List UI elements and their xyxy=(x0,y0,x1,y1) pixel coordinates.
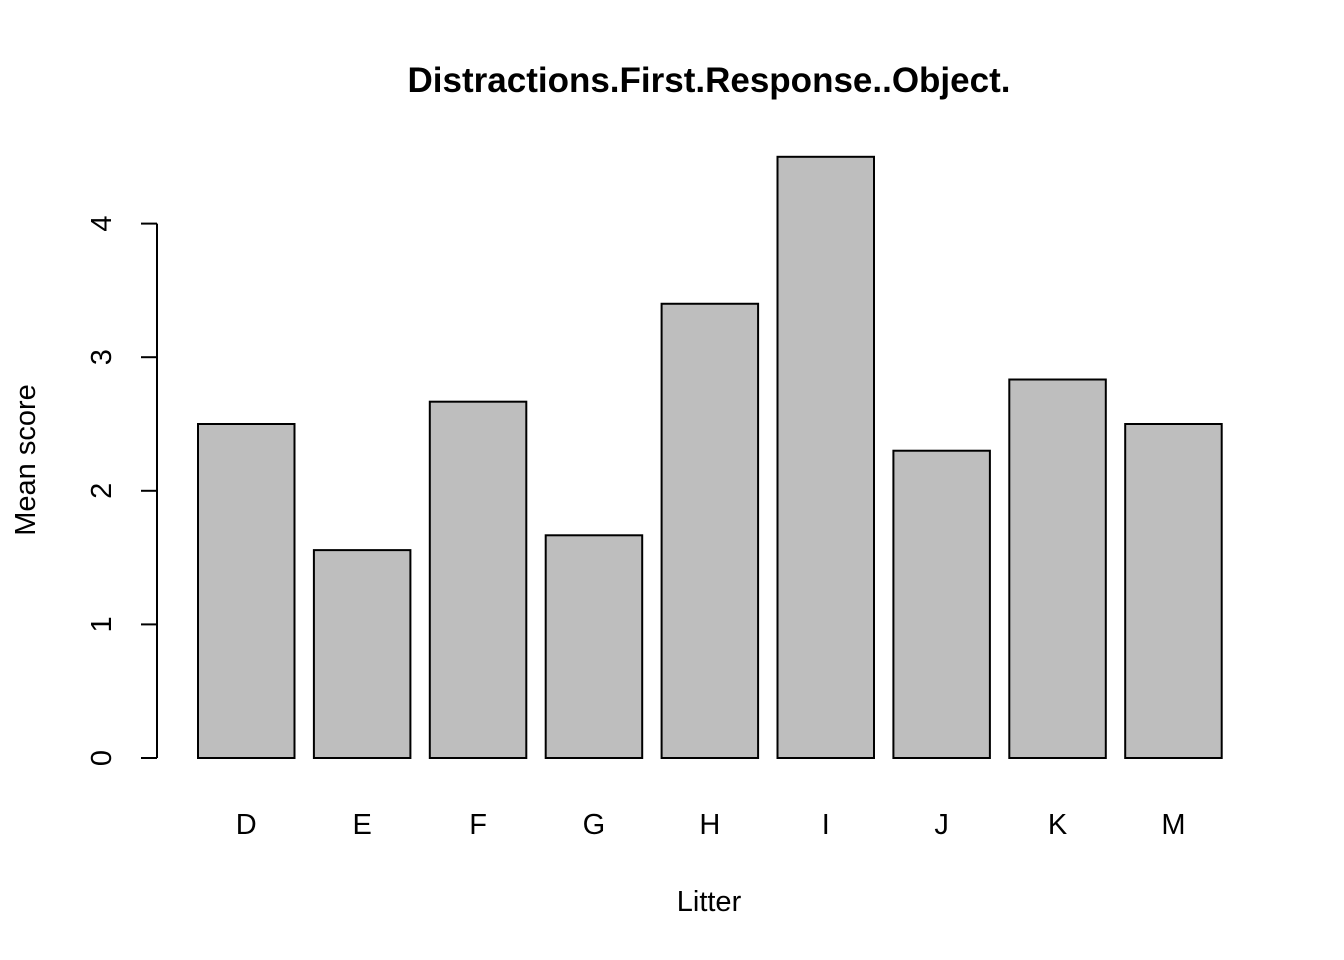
bar-k xyxy=(1008,378,1107,759)
bar-e xyxy=(312,549,412,760)
bar-h xyxy=(660,302,760,759)
bar-m xyxy=(1124,423,1223,759)
y-tick-label-3: 3 xyxy=(86,349,118,365)
bar-f xyxy=(428,400,528,759)
bar-d xyxy=(197,423,296,759)
y-tick-label-1: 1 xyxy=(86,616,118,632)
bar-i xyxy=(776,155,875,760)
bar-j xyxy=(892,449,991,759)
y-axis-label: Mean score xyxy=(10,384,42,536)
y-tick-label-4: 4 xyxy=(86,216,118,232)
x-tick-label-i: I xyxy=(822,809,830,841)
bar-g xyxy=(544,534,644,760)
x-tick-label-g: G xyxy=(583,809,606,841)
x-tick-label-e: E xyxy=(352,809,371,841)
bars-group xyxy=(197,155,1223,760)
x-tick-label-j: J xyxy=(934,809,949,841)
x-tick-label-d: D xyxy=(236,809,257,841)
x-tick-label-m: M xyxy=(1161,809,1185,841)
x-tick-label-h: H xyxy=(699,809,720,841)
chart-title: Distractions.First.Response..Object. xyxy=(408,61,1011,100)
x-axis-label: Litter xyxy=(677,886,742,918)
x-tick-label-f: F xyxy=(469,809,487,841)
y-axis: 0 1 2 3 4 xyxy=(86,216,158,766)
y-tick-label-2: 2 xyxy=(86,483,118,499)
y-tick-label-0: 0 xyxy=(86,750,118,766)
x-tick-label-k: K xyxy=(1048,809,1068,841)
